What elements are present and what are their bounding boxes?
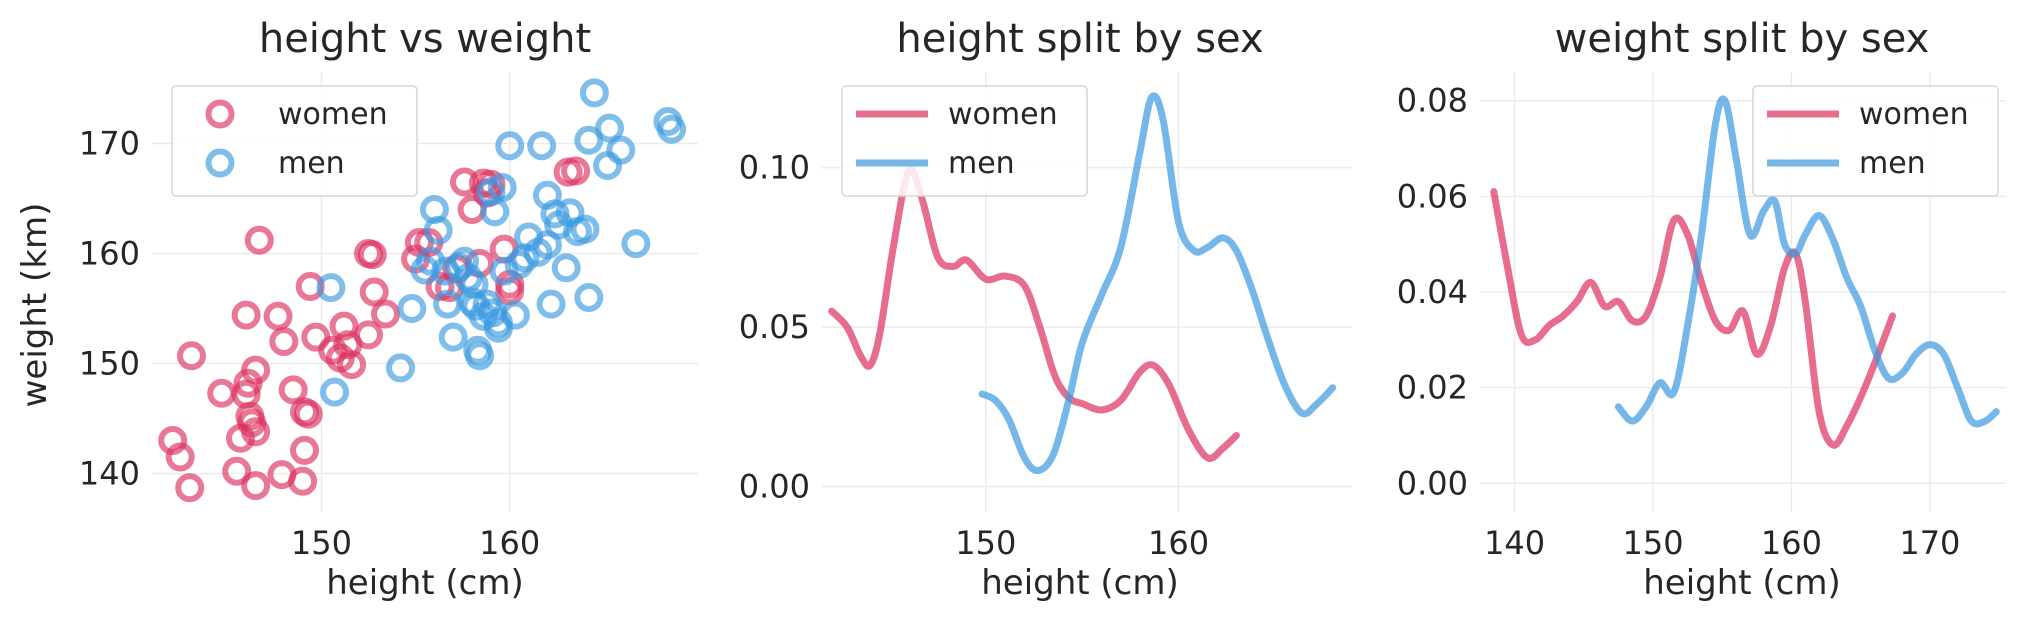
panel-height-vs-weight: 150 160 140 150 160 170 height vs weight heig… (15, 16, 698, 603)
scatter-point-men (574, 283, 604, 312)
scatter-point-men (397, 294, 427, 323)
y-tick-label: 170 (79, 125, 140, 163)
chart-title: weight split by sex (1555, 16, 1930, 62)
x-tick-label: 150 (291, 524, 352, 562)
scatter-point-women (450, 167, 479, 197)
scatter-point-men (574, 125, 604, 155)
scatter-point-men (386, 353, 415, 383)
scatter-point-men (570, 214, 600, 244)
y-tick-label: 140 (79, 455, 140, 493)
scatter-point-men (423, 215, 453, 245)
y-tick-label: 150 (79, 345, 140, 383)
series-line-women (1490, 188, 1896, 449)
scatter-point-women (175, 473, 205, 503)
x-tick-label: 160 (1148, 524, 1209, 562)
scatter-point-women (241, 417, 271, 447)
x-axis-label: height (cm) (1643, 563, 1841, 603)
scatter-point-women (222, 456, 252, 486)
scatter-point-men (621, 229, 651, 259)
legend-label-women: women (1859, 97, 1969, 132)
scatter-point-women (177, 341, 206, 371)
legend-label-men: men (948, 146, 1015, 181)
scatter-point-women (278, 375, 308, 405)
series-line-men (1614, 95, 2000, 428)
scatter-point-women (371, 299, 400, 329)
scatter-point-women (231, 300, 261, 330)
scatter-point-men (527, 131, 557, 161)
scatter-point-women (207, 378, 237, 408)
scatter-point-men (316, 273, 346, 303)
x-tick-label: 170 (1899, 524, 1960, 562)
x-tick-label: 150 (1622, 524, 1683, 562)
y-tick-label: 0.10 (739, 149, 810, 187)
scatter-point-men (500, 300, 530, 330)
scatter-point-women (288, 466, 318, 496)
legend-label-women: women (278, 97, 388, 132)
x-axis-label: height (cm) (326, 563, 524, 603)
scatter-point-men (465, 341, 495, 371)
panel-weight-split-by-sex: 140 150 160 170 0.00 0.02 0.04 0.06 0.08 weight … (1397, 16, 2006, 603)
y-tick-label: 160 (79, 235, 140, 273)
x-tick-label: 150 (955, 524, 1016, 562)
scatter-point-women (354, 320, 383, 350)
y-tick-label: 0.06 (1397, 177, 1468, 215)
scatter-point-women (293, 399, 323, 429)
y-axis-label: weight (km) (15, 203, 55, 408)
scatter-point-women (269, 327, 299, 356)
scatter-point-men (480, 197, 510, 227)
chart-title: height vs weight (259, 16, 591, 62)
scatter-point-women (244, 225, 274, 255)
scatter-point-men (487, 173, 517, 202)
y-tick-label: 0.04 (1397, 273, 1468, 311)
chart-title: height split by sex (896, 16, 1263, 62)
scatter-point-men (450, 246, 479, 276)
series-line-women (828, 165, 1240, 462)
series-line-men (978, 92, 1337, 475)
scatter-point-women (241, 355, 271, 385)
legend-label-men: men (278, 146, 345, 181)
scatter-point-men (438, 322, 468, 352)
scatter-point-men (595, 113, 624, 143)
y-tick-label: 0.00 (1397, 464, 1468, 502)
x-tick-label: 140 (1484, 524, 1545, 562)
scatter-point-women (165, 442, 195, 472)
scatter-point-women (561, 156, 591, 186)
scatter-point-men (495, 131, 525, 161)
scatter-point-men (579, 78, 609, 108)
scatter-point-women (290, 435, 319, 465)
scatter-point-men (606, 135, 636, 165)
scatter-point-men (489, 256, 519, 286)
x-tick-label: 160 (479, 524, 540, 562)
scatter-point-men (320, 377, 350, 407)
scatter-point-men (536, 289, 566, 319)
scatter-point-women (241, 471, 271, 501)
scatter-point-men (657, 114, 687, 144)
y-tick-label: 0.02 (1397, 369, 1468, 407)
y-tick-label: 0.05 (739, 308, 810, 346)
y-tick-label: 0.08 (1397, 82, 1468, 120)
legend-swatch-men (205, 148, 235, 178)
x-tick-label: 160 (1761, 524, 1822, 562)
scatter-point-women (337, 350, 367, 380)
scatter-point-women (357, 240, 387, 270)
scatter-point-men (551, 253, 581, 283)
scatter-point-women (329, 311, 359, 341)
legend-label-women: women (948, 97, 1058, 132)
legend-label-men: men (1859, 146, 1926, 181)
panel-height-split-by-sex: 150 160 0.00 0.05 0.10 height split by sex h… (739, 16, 1352, 603)
x-axis-label: height (cm) (981, 563, 1179, 603)
y-tick-label: 0.00 (739, 467, 810, 505)
scatter-point-women (263, 301, 293, 331)
legend-swatch-women (205, 99, 235, 129)
scatter-point-women (359, 277, 389, 307)
